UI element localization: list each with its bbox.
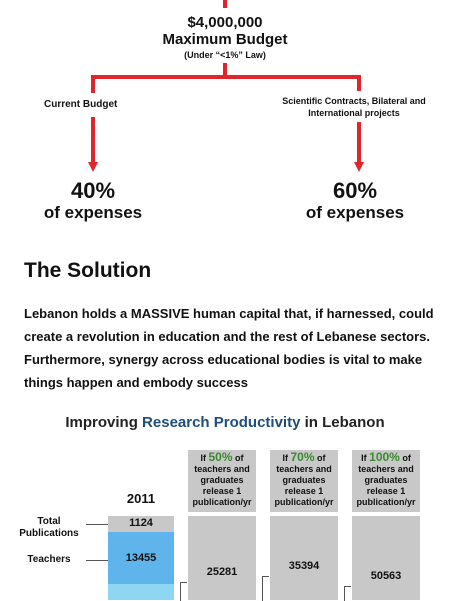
scenario-50-header: If 50% of teachers and graduates release… bbox=[188, 452, 256, 508]
branch-left-drop bbox=[91, 75, 95, 93]
top-connector-line bbox=[223, 0, 227, 8]
budget-note: (Under “<1%” Law) bbox=[0, 50, 450, 60]
scenario-100-value: 50563 bbox=[352, 570, 420, 582]
scenario-70-percent: 70% bbox=[290, 450, 314, 464]
scenario-50-percent: 50% bbox=[208, 450, 232, 464]
scenario-100-bar bbox=[352, 516, 420, 600]
right-arrow-head bbox=[354, 162, 364, 172]
scenario-50-value: 25281 bbox=[188, 566, 256, 578]
teachers-value: 13455 bbox=[108, 552, 174, 564]
left-percent-caption: of expenses bbox=[23, 203, 163, 223]
left-arrow-shaft bbox=[91, 117, 95, 162]
left-percent: 40% bbox=[23, 178, 163, 204]
chart-title: Improving Research Productivity in Leban… bbox=[0, 414, 450, 431]
solution-heading: The Solution bbox=[24, 259, 151, 283]
scenario-100-percent: 100% bbox=[369, 450, 400, 464]
left-arrow-head bbox=[88, 162, 98, 172]
contracts-label: Scientific Contracts, Bilateral and Inte… bbox=[270, 95, 438, 119]
scenario-50-bar bbox=[188, 516, 256, 600]
teachers-label: Teachers bbox=[14, 554, 84, 566]
budget-amount: $4,000,000 bbox=[0, 14, 450, 31]
scenario-70-value: 35394 bbox=[270, 560, 338, 572]
branch-right-drop bbox=[357, 75, 361, 91]
total-publications-label: Total Publications bbox=[14, 516, 84, 540]
scenario-50-bracket bbox=[180, 582, 187, 601]
chart-title-highlight: Research Productivity bbox=[142, 414, 300, 431]
solution-paragraph: Lebanon holds a MASSIVE human capital th… bbox=[24, 302, 434, 394]
scenario-100-bracket bbox=[344, 586, 351, 601]
teachers-tick bbox=[86, 560, 108, 561]
total-publications-value: 1124 bbox=[108, 517, 174, 529]
graduates-segment bbox=[108, 584, 174, 600]
year-2011-label: 2011 bbox=[108, 491, 174, 506]
scenario-100-header: If 100% of teachers and graduates releas… bbox=[352, 452, 420, 508]
chart-title-prefix: Improving bbox=[65, 414, 142, 431]
chart-title-suffix: in Lebanon bbox=[300, 414, 384, 431]
right-percent: 60% bbox=[285, 178, 425, 204]
budget-title: Maximum Budget bbox=[0, 31, 450, 48]
total-publications-tick bbox=[86, 524, 108, 525]
branch-horizontal-line bbox=[91, 75, 361, 79]
right-arrow-shaft bbox=[357, 122, 361, 162]
scenario-70-bracket bbox=[262, 576, 269, 601]
right-percent-caption: of expenses bbox=[285, 203, 425, 223]
scenario-100-prefix: If bbox=[361, 453, 369, 463]
scenario-70-header: If 70% of teachers and graduates release… bbox=[270, 452, 338, 508]
current-budget-label: Current Budget bbox=[44, 99, 117, 110]
scenario-70-bar bbox=[270, 516, 338, 600]
